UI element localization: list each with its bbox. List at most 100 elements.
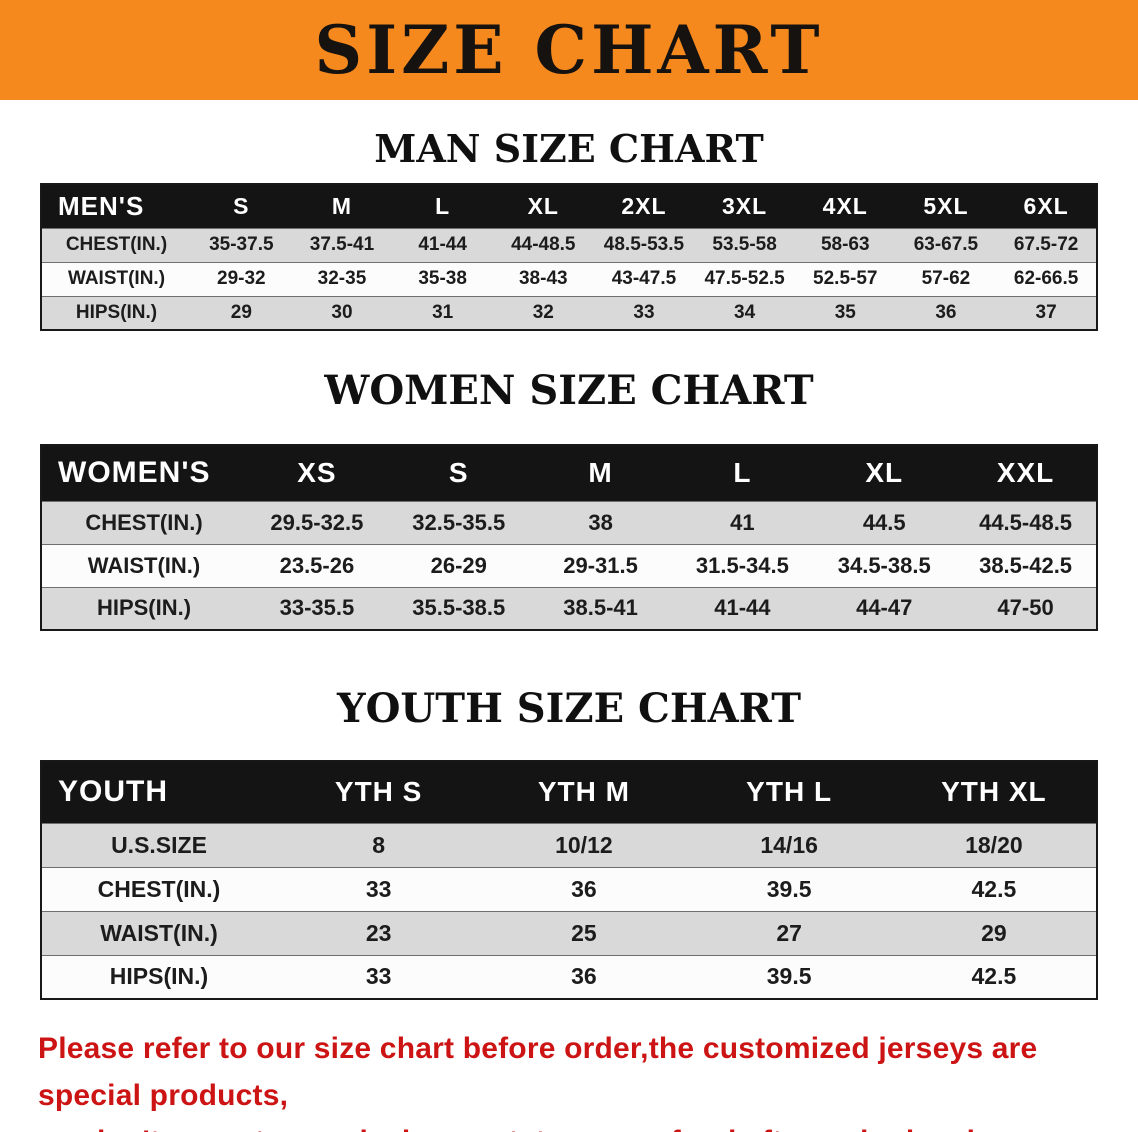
row-label: CHEST(IN.) (65, 234, 168, 255)
size-column-header: YTH XL (941, 776, 1047, 808)
youth-section-heading: YOUTH SIZE CHART (337, 685, 801, 732)
size-value: 44-47 (856, 595, 913, 621)
size-value: 43-47.5 (611, 268, 677, 289)
women-size-table: WOMEN'S XS S M L XL XXL CHEST(IN.) 29.5-32.5 32.5… (40, 444, 1098, 631)
size-value: 42.5 (971, 963, 1017, 990)
table-row: CHEST(IN.) 35-37.5 37.5-41 41-44 44-48.5 48.5… (41, 228, 1097, 262)
size-value: 8 (372, 831, 386, 858)
size-value: 34.5-38.5 (837, 552, 931, 578)
size-value: 44.5 (862, 509, 906, 535)
size-value: 63-67.5 (913, 234, 979, 255)
size-column-header: M (588, 457, 613, 489)
size-value: 37 (1035, 301, 1057, 323)
row-label: HIPS(IN.) (75, 301, 158, 323)
size-value: 23.5-26 (279, 552, 355, 578)
table-row: CHEST(IN.) 29.5-32.5 32.5-35.5 38 41 44.5 44.5… (41, 501, 1097, 544)
size-column-header: M (331, 192, 353, 219)
size-column-header: 3XL (722, 192, 768, 219)
size-value: 25 (571, 919, 597, 946)
size-value: 36 (935, 301, 957, 323)
size-value: 33 (365, 875, 392, 902)
size-value: 47-50 (997, 595, 1054, 621)
size-value: 41-44 (418, 234, 467, 255)
table-row: WAIST(IN.) 23 25 27 29 (41, 911, 1097, 955)
size-column-header: S (233, 192, 250, 219)
size-value: 38-43 (518, 268, 568, 289)
size-value: 35-38 (418, 268, 467, 289)
size-value: 38.5-41 (563, 595, 638, 621)
size-column-header: L (733, 457, 752, 489)
size-value: 67.5-72 (1013, 234, 1079, 255)
size-column-header: 4XL (822, 192, 868, 219)
size-value: 29-31.5 (563, 552, 638, 578)
size-value: 38 (588, 509, 613, 535)
size-value: 52.5-57 (813, 268, 878, 289)
size-value: 62-66.5 (1013, 268, 1079, 289)
size-value: 39.5 (766, 875, 812, 902)
size-value: 29-32 (217, 268, 266, 289)
table-row: WAIST(IN.) 23.5-26 26-29 29-31.5 31.5-34.5 34… (41, 544, 1097, 587)
size-value: 31 (432, 301, 454, 323)
size-value: 29 (981, 919, 1007, 946)
size-value: 35-37.5 (209, 234, 274, 255)
banner: SIZE CHART (0, 0, 1138, 100)
page-title: SIZE CHART (314, 11, 824, 89)
size-column-header: L (435, 192, 451, 219)
women-section-heading: WOMEN SIZE CHART (324, 367, 814, 414)
size-value: 26-29 (430, 552, 487, 578)
size-value: 33 (365, 963, 392, 990)
size-value: 31.5-34.5 (695, 552, 789, 578)
row-label: WAIST(IN.) (100, 919, 218, 946)
row-label: WAIST(IN.) (87, 552, 201, 578)
size-value: 58-63 (820, 234, 870, 255)
size-column-header: YTH L (746, 776, 833, 808)
size-value: 27 (776, 919, 802, 946)
row-label: HIPS(IN.) (96, 595, 192, 621)
table-corner-label: MEN'S (58, 190, 145, 221)
youth-size-table: YOUTH YTH S YTH M YTH L YTH XL U.S.SIZE 8 10/12… (40, 760, 1098, 1000)
men-section-heading: MAN SIZE CHART (374, 126, 764, 171)
size-value: 41-44 (714, 595, 771, 621)
row-label: WAIST(IN.) (67, 268, 166, 289)
size-column-header: S (448, 457, 469, 489)
size-value: 14/16 (760, 831, 818, 858)
table-row: CHEST(IN.) 33 36 39.5 42.5 (41, 867, 1097, 911)
table-corner-label: YOUTH (58, 775, 168, 809)
women-section: WOMEN SIZE CHART WOMEN'S XS S M L XL XXL CHEST(… (0, 367, 1138, 631)
size-value: 29.5-32.5 (270, 509, 364, 535)
size-value: 44.5-48.5 (979, 509, 1073, 535)
size-column-header: YTH M (537, 776, 630, 808)
size-value: 29 (230, 301, 252, 323)
table-row: HIPS(IN.) 29 30 31 32 33 34 35 36 37 (41, 296, 1097, 330)
row-label: U.S.SIZE (111, 831, 207, 858)
size-value: 30 (331, 301, 353, 323)
size-value: 18/20 (965, 831, 1023, 858)
size-value: 53.5-58 (712, 234, 777, 255)
size-column-header: XL (865, 457, 904, 489)
size-column-header: XXL (996, 457, 1055, 489)
row-label: HIPS(IN.) (109, 963, 209, 990)
table-row: HIPS(IN.) 33 36 39.5 42.5 (41, 955, 1097, 999)
size-value: 10/12 (555, 831, 613, 858)
men-size-table: MEN'S S M L XL 2XL 3XL 4XL 5XL 6XL CHEST(IN.) 35-37… (40, 183, 1098, 331)
youth-section: YOUTH SIZE CHART YOUTH YTH S YTH M YTH L YTH… (0, 685, 1138, 1000)
size-value: 36 (571, 963, 597, 990)
size-value: 35.5-38.5 (412, 595, 506, 621)
size-column-header: 5XL (923, 192, 969, 219)
table-header-row: YOUTH YTH S YTH M YTH L YTH XL (41, 761, 1097, 823)
footer-note-line1: Please refer to our size chart before or… (38, 1032, 1038, 1112)
size-value: 37.5-41 (309, 234, 375, 255)
size-value: 35 (834, 301, 856, 323)
size-column-header: 6XL (1023, 192, 1069, 219)
size-value: 32-35 (317, 268, 367, 289)
table-row: U.S.SIZE 8 10/12 14/16 18/20 (41, 823, 1097, 867)
size-value: 42.5 (971, 875, 1017, 902)
size-value: 36 (571, 875, 597, 902)
size-value: 57-62 (921, 268, 971, 289)
size-value: 23 (365, 919, 392, 946)
size-value: 32 (532, 301, 554, 323)
size-column-header: 2XL (621, 192, 667, 219)
size-value: 33 (633, 301, 655, 323)
table-row: WAIST(IN.) 29-32 32-35 35-38 38-43 43-47.5 47.… (41, 262, 1097, 296)
size-value: 33-35.5 (279, 595, 355, 621)
